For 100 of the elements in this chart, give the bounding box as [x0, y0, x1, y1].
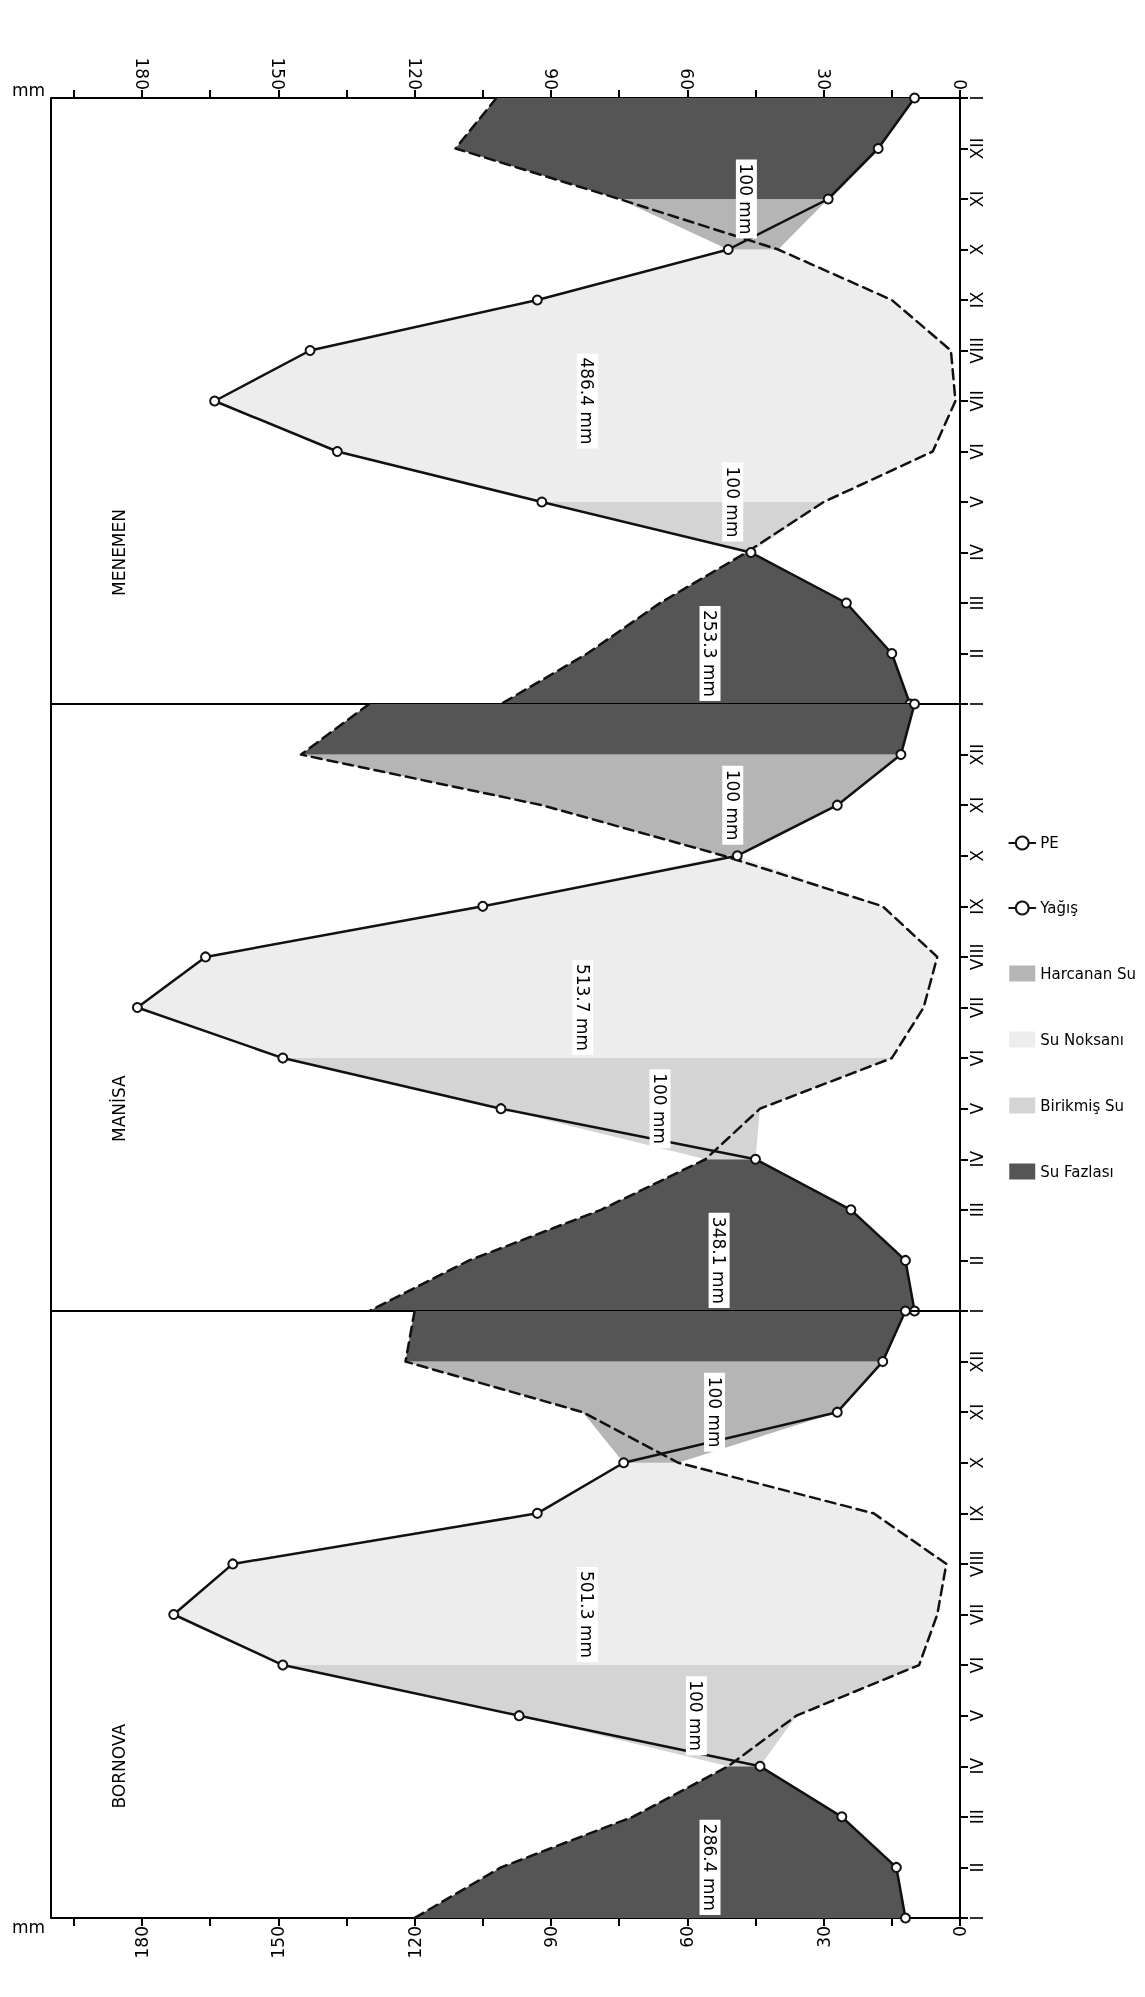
point: [831, 799, 843, 811]
point: [531, 1507, 543, 1519]
y-tick-label: X: [966, 243, 987, 256]
point: [536, 496, 548, 508]
x-tick-label: 180: [131, 1926, 152, 1959]
x2-tick-label: 60: [677, 68, 698, 90]
point: [749, 1153, 761, 1165]
point: [899, 1912, 911, 1924]
x-tick-label: 120: [404, 1926, 425, 1959]
y-tick-label: VIII: [966, 337, 987, 364]
legend-label: Su Noksanı: [1040, 1030, 1124, 1049]
y-tick-label: II: [966, 1862, 987, 1873]
y-tick-label: VII: [966, 1603, 987, 1626]
x2-tick-label: 180: [131, 57, 152, 90]
y-tick-label: I: [966, 1308, 987, 1314]
x-tick-label: 90: [540, 1926, 561, 1948]
y-tick-label: VI: [966, 1656, 987, 1674]
x2-tick-label: 120: [404, 57, 425, 90]
annotation: MANİSA: [109, 1074, 130, 1143]
x-tick-label: 150: [268, 1926, 289, 1959]
y-tick-label: V: [966, 1709, 987, 1722]
point: [877, 1356, 889, 1368]
legend-label: Harcanan Su: [1040, 964, 1136, 983]
y-tick-label: X: [966, 849, 987, 862]
y-tick-label: XI: [966, 796, 987, 814]
annotation: 348.1 mm: [709, 1216, 730, 1305]
legend-label: Su Fazlası: [1040, 1162, 1114, 1181]
annotation: MENEMEN: [109, 509, 130, 596]
point: [200, 951, 212, 963]
y-tick-label: I: [966, 701, 987, 707]
legend-label: Birikmiş Su: [1040, 1096, 1125, 1115]
point: [886, 648, 898, 659]
point: [909, 698, 921, 710]
y-tick-label: XII: [966, 137, 987, 160]
point: [899, 1305, 911, 1317]
y-tick-label: VII: [966, 390, 987, 412]
y-tick-label: IX: [966, 1504, 987, 1522]
annotation: 286.4 mm: [700, 1823, 721, 1912]
annotation: 501.3 mm: [577, 1570, 598, 1659]
annotation: 486.4 mm: [577, 357, 598, 445]
point: [722, 244, 734, 255]
y-tick-label: IX: [966, 897, 987, 915]
point: [277, 1659, 289, 1671]
point: [831, 1406, 843, 1418]
point: [477, 900, 489, 912]
point: [513, 1710, 525, 1722]
y-tick-label: III: [966, 1202, 987, 1218]
y-tick-label: VII: [966, 996, 987, 1019]
x2-tick-label: 30: [813, 68, 834, 90]
annotation: 100 mm: [736, 163, 757, 235]
point: [840, 597, 852, 609]
point: [909, 92, 921, 104]
y-tick-label: IV: [966, 543, 987, 561]
y-tick-label: VIII: [966, 943, 987, 971]
annotation: 100 mm: [650, 1073, 671, 1145]
point: [304, 345, 316, 356]
y-tick-label: I: [966, 95, 987, 101]
point: [872, 143, 884, 154]
y-tick-label: V: [966, 1102, 987, 1115]
y-tick-label: II: [966, 1255, 987, 1266]
y-tick-label: IX: [966, 291, 987, 309]
point: [754, 1760, 766, 1772]
y-tick-label: XII: [966, 743, 987, 766]
point: [895, 749, 907, 761]
point: [745, 547, 757, 558]
y-tick-label: II: [966, 648, 987, 659]
annotation: 513.7 mm: [572, 963, 593, 1052]
point: [531, 294, 543, 306]
y-tick-label: X: [966, 1456, 987, 1469]
point: [168, 1609, 180, 1620]
y-tick-label: XI: [966, 190, 987, 208]
point: [731, 850, 743, 862]
point: [227, 1558, 239, 1570]
point: [331, 446, 343, 457]
point: [890, 1861, 902, 1873]
y-tick-label: V: [966, 495, 987, 508]
x2-tick-label: 150: [268, 57, 289, 90]
annotation: 100 mm: [722, 466, 743, 538]
point: [845, 1204, 857, 1216]
point: [836, 1811, 848, 1823]
annotation: BORNOVA: [109, 1723, 130, 1809]
point: [822, 193, 834, 205]
annotation: 100 mm: [704, 1376, 725, 1448]
x-axis-title: mm: [11, 1916, 45, 1937]
annotation: 253.3 mm: [700, 609, 721, 698]
y-tick-label: I: [966, 1915, 987, 1921]
point: [209, 395, 221, 407]
x2-axis-title: mm: [11, 79, 45, 100]
y-tick-label: IV: [966, 1757, 987, 1775]
y-tick-label: III: [966, 1809, 987, 1825]
y-tick-label: IV: [966, 1150, 987, 1168]
y-tick-label: VIII: [966, 1550, 987, 1578]
point: [899, 1254, 911, 1266]
legend-label: PE: [1040, 834, 1059, 852]
y-tick-label: XI: [966, 1403, 987, 1421]
x2-tick-label: 0: [950, 79, 970, 90]
y-tick-label: VI: [966, 1049, 987, 1067]
x-tick-label: 60: [677, 1926, 698, 1948]
point: [495, 1103, 507, 1115]
y-tick-label: XII: [966, 1350, 987, 1373]
